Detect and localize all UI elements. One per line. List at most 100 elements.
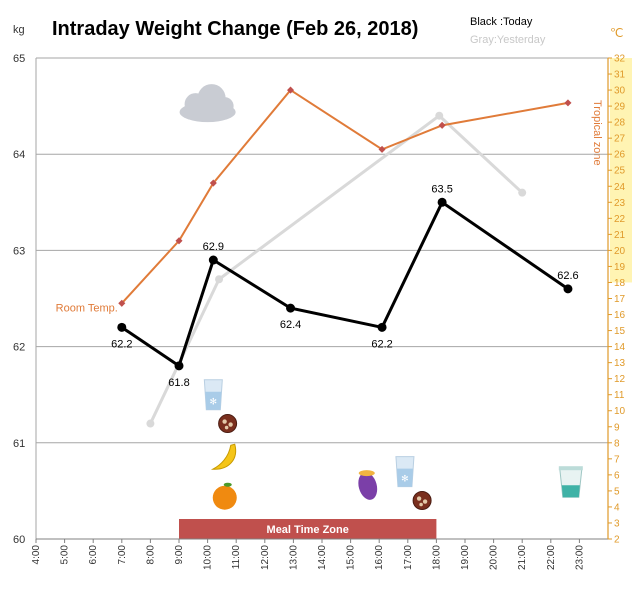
meal-time-zone-bar [179, 519, 437, 539]
y-tick-label-right: 24 [614, 182, 626, 193]
y-tick-label-right: 29 [614, 102, 626, 113]
y-tick-label-left: 63 [13, 245, 25, 257]
room-temp-point [175, 237, 183, 245]
cloud-icon [179, 84, 236, 123]
series-layer [117, 86, 573, 428]
y-tick-label-right: 28 [614, 118, 626, 129]
y-tick-label-right: 25 [614, 166, 626, 177]
orange-icon [212, 482, 237, 510]
x-tick-label: 14:00 [317, 545, 328, 570]
svg-text:✻: ✻ [210, 397, 218, 407]
room-temp-label: Room Temp. [56, 302, 118, 314]
y-tick-label-left: 61 [13, 438, 25, 450]
chart-title: Intraday Weight Change (Feb 26, 2018) [52, 18, 418, 40]
y-tick-label-left: 65 [13, 53, 25, 65]
room-temp-point [209, 179, 217, 187]
cup-icon [558, 466, 583, 498]
today-point [437, 197, 447, 207]
y-tick-label-right: 26 [614, 150, 626, 161]
y-axis-right-unit: ℃ [610, 26, 623, 40]
y-tick-label-right: 14 [614, 342, 626, 353]
y-tick-label-right: 17 [614, 294, 626, 305]
x-tick-label: 6:00 [88, 545, 99, 565]
y-tick-label-right: 19 [614, 262, 626, 273]
x-tick-label: 23:00 [574, 545, 585, 570]
y-tick-label-right: 30 [614, 86, 626, 97]
y-tick-label-right: 6 [614, 470, 620, 481]
y-tick-label-right: 2 [614, 535, 620, 546]
data-label-today: 62.9 [203, 241, 224, 253]
data-label-today: 62.2 [111, 338, 132, 350]
x-tick-label: 9:00 [174, 545, 185, 565]
x-tick-label: 21:00 [517, 545, 528, 570]
x-tick-label: 22:00 [546, 545, 557, 570]
y-tick-label-right: 32 [614, 54, 626, 65]
grid-layer [36, 57, 608, 444]
y-tick-label-right: 5 [614, 486, 620, 497]
cookie-icon [218, 414, 238, 434]
y-tick-label-right: 16 [614, 310, 626, 321]
y-tick-label-right: 8 [614, 438, 620, 449]
today-point [286, 303, 296, 313]
today-point [208, 255, 218, 265]
room-temp-point [564, 99, 572, 107]
y-tick-label-right: 7 [614, 454, 620, 465]
svg-text:✻: ✻ [401, 474, 409, 484]
sweet-potato-icon [358, 470, 378, 500]
y-tick-label-right: 18 [614, 278, 626, 289]
x-tick-label: 10:00 [203, 545, 214, 570]
x-tick-label: 5:00 [60, 545, 71, 565]
x-tick-label: 16:00 [374, 545, 385, 570]
y-tick-label-right: 20 [614, 246, 626, 257]
y-tick-label-right: 3 [614, 518, 620, 529]
legend-today: Black :Today [470, 16, 533, 28]
room-temp-point [118, 299, 126, 307]
yesterday-point [146, 419, 155, 428]
cookie-icon [412, 491, 432, 511]
axes-layer: 6061626364652345678910111213141516171819… [13, 53, 626, 570]
x-tick-label: 11:00 [231, 545, 242, 570]
x-tick-label: 17:00 [403, 545, 414, 570]
y-tick-label-left: 60 [13, 534, 25, 546]
y-tick-label-right: 22 [614, 214, 626, 225]
yesterday-point [518, 188, 527, 197]
meal-time-zone-label: Meal Time Zone [267, 524, 349, 536]
data-label-today: 62.4 [280, 319, 301, 331]
yesterday-point [215, 275, 224, 284]
y-tick-label-right: 10 [614, 406, 626, 417]
x-tick-label: 19:00 [460, 545, 471, 570]
zone-layer: Meal Time Zone [179, 58, 632, 539]
y-tick-label-left: 62 [13, 342, 25, 354]
y-tick-label-right: 11 [614, 390, 625, 401]
y-tick-label-right: 27 [614, 134, 626, 145]
room-temp-point [438, 121, 446, 129]
x-tick-label: 7:00 [117, 545, 128, 565]
today-point [377, 322, 387, 332]
room-temp-point [378, 145, 386, 153]
data-label-today: 61.8 [168, 377, 189, 389]
today-point [117, 322, 127, 332]
today-point [174, 361, 184, 371]
y-tick-label-right: 31 [614, 70, 626, 81]
yesterday-point [435, 111, 444, 120]
y-tick-label-right: 13 [614, 358, 626, 369]
tropical-zone-band [610, 58, 632, 283]
water-glass-icon: ✻ [395, 456, 415, 488]
data-label-today: 63.5 [431, 183, 452, 195]
x-tick-label: 20:00 [489, 545, 500, 570]
data-label-today: 62.6 [557, 270, 578, 282]
x-tick-label: 4:00 [31, 545, 42, 565]
x-tick-label: 12:00 [260, 545, 271, 570]
label-layer: Room Temp. 62.2 61.8 62.9 62.4 62.2 63.5 62.6 [56, 183, 579, 389]
x-tick-label: 18:00 [431, 545, 442, 570]
x-tick-label: 13:00 [288, 545, 299, 570]
y-tick-label-right: 4 [614, 502, 620, 513]
banana-icon [210, 443, 237, 470]
y-tick-label-left: 64 [13, 149, 25, 161]
y-tick-label-right: 21 [614, 230, 626, 241]
y-tick-label-right: 9 [614, 422, 620, 433]
water-glass-icon: ✻ [203, 379, 223, 411]
